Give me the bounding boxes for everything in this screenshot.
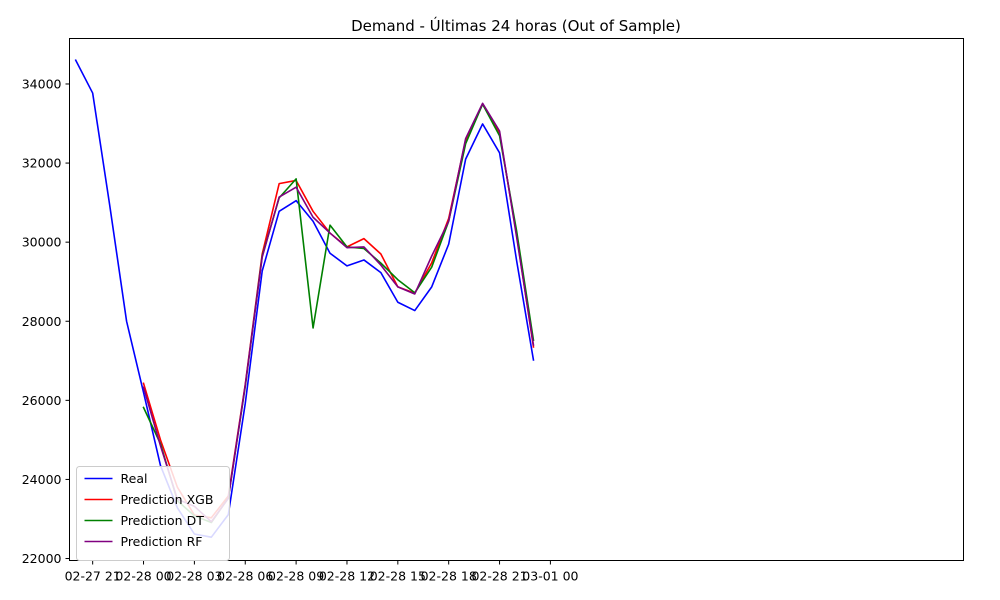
legend-item-prediction-xgb: Prediction XGB: [84, 492, 214, 507]
y-tick-label: 24000: [22, 472, 62, 487]
legend-label: Prediction DT: [121, 513, 205, 528]
plot-frame: [69, 38, 964, 561]
y-tick-label: 32000: [22, 156, 62, 171]
chart-title: Demand - Últimas 24 horas (Out of Sample…: [351, 16, 681, 35]
y-tick-label: 30000: [22, 235, 62, 250]
x-tick-label: 03-01 00: [522, 569, 578, 584]
y-tick-label: 34000: [22, 76, 62, 91]
legend-label: Prediction RF: [121, 534, 203, 549]
x-tick-label: 02-28 09: [268, 569, 324, 584]
legend-item-real: Real: [84, 471, 148, 486]
y-tick-label: 22000: [22, 551, 62, 566]
series-real: [74, 59, 535, 538]
legend-item-prediction-rf: Prediction RF: [84, 534, 203, 549]
x-tick-label: 02-28 15: [370, 569, 426, 584]
x-tick-label: 02-28 18: [421, 569, 477, 584]
legend-item-prediction-dt: Prediction DT: [84, 513, 205, 528]
legend-label: Real: [121, 471, 148, 486]
legend-box: [76, 466, 230, 561]
x-tick-label: 02-28 00: [115, 569, 171, 584]
x-tick-label: 02-28 03: [166, 569, 222, 584]
x-tick-label: 02-28 06: [217, 569, 273, 584]
legend: Real Prediction XGB Prediction DT Predictio…: [76, 466, 230, 561]
legend-label: Prediction XGB: [121, 492, 214, 507]
y-tick-label: 26000: [22, 393, 62, 408]
x-tick-label: 02-28 12: [319, 569, 375, 584]
x-tick-label: 02-28 21: [471, 569, 527, 584]
y-axis: 22000 24000 26000 28000 30000 32000 34000: [22, 76, 70, 566]
x-tick-label: 02-27 21: [65, 569, 121, 584]
y-tick-label: 28000: [22, 314, 62, 329]
series-line-real: [74, 59, 535, 538]
